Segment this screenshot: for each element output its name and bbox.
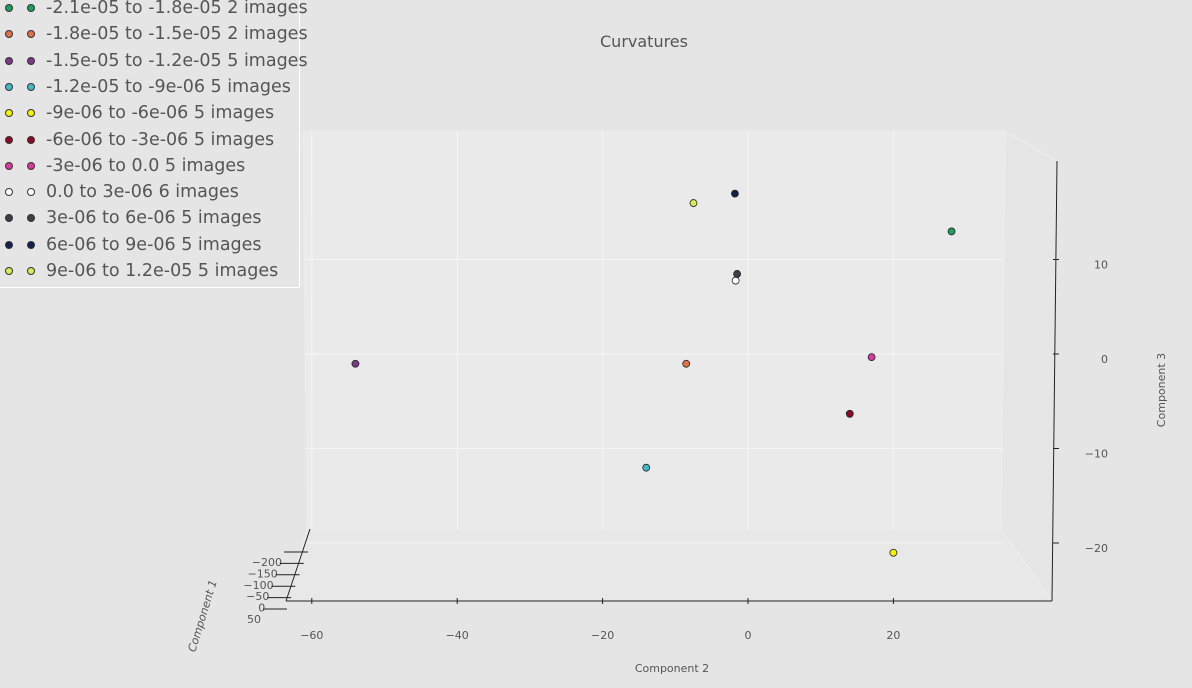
back-pane — [302, 130, 1006, 530]
chart-title: Curvatures — [600, 32, 688, 51]
legend-marker — [5, 214, 13, 223]
floor-pane — [285, 528, 1053, 602]
legend-marker — [27, 109, 35, 118]
legend-label: -1.5e-05 to -1.2e-05 5 images — [46, 50, 308, 71]
data-point — [733, 270, 741, 278]
y-tick-label: 0 — [745, 629, 752, 642]
y-axis-label: Component 2 — [635, 662, 709, 675]
legend-marker — [27, 56, 35, 65]
x-tick-label: −150 — [248, 567, 278, 580]
z-tick-label: −10 — [1085, 448, 1108, 461]
legend-marker — [5, 4, 13, 12]
legend-entry: -1.2e-05 to -9e-06 5 images — [0, 74, 299, 100]
x-tick-label: −100 — [243, 579, 273, 592]
y-tick-label: −20 — [591, 629, 614, 642]
y-tick-label: −60 — [300, 629, 323, 642]
legend-marker — [5, 109, 13, 118]
legend-entry: -3e-06 to 0.0 5 images — [0, 153, 299, 179]
legend-marker — [27, 240, 35, 249]
legend-entry: 9e-06 to 1.2e-05 5 images — [0, 258, 299, 284]
legend-marker — [5, 161, 13, 170]
legend-marker — [5, 188, 13, 197]
legend-entry: -1.5e-05 to -1.2e-05 5 images — [0, 48, 308, 74]
z-tick-label: −20 — [1085, 542, 1108, 555]
legend-marker — [27, 161, 35, 170]
legend-entry: 3e-06 to 6e-06 5 images — [0, 205, 299, 231]
legend-label: 0.0 to 3e-06 6 images — [46, 182, 239, 203]
legend-label: -1.2e-05 to -9e-06 5 images — [46, 76, 291, 97]
x-tick-label: 0 — [258, 602, 265, 615]
legend-marker — [5, 240, 13, 249]
y-tick-label: −40 — [446, 629, 469, 642]
z-tick-label: 10 — [1094, 259, 1108, 272]
legend-label: -6e-06 to -3e-06 5 images — [46, 129, 275, 150]
legend-marker — [5, 267, 13, 275]
z-tick-label: 0 — [1101, 353, 1108, 366]
legend-marker — [27, 4, 35, 12]
data-point — [642, 463, 651, 472]
legend: -2.1e-05 to -1.8e-05 2 images -1.8e-05 to… — [0, 0, 308, 288]
legend-marker — [5, 82, 13, 91]
legend-entry: -1.8e-05 to -1.5e-05 2 images — [0, 21, 308, 47]
legend-entry: -9e-06 to -6e-06 5 images — [0, 100, 299, 126]
z-axis-label: Component 3 — [1155, 353, 1168, 427]
legend-marker — [27, 82, 35, 91]
gridlines — [305, 131, 1003, 544]
legend-marker — [5, 30, 13, 39]
legend-label: 6e-06 to 9e-06 5 images — [46, 234, 262, 255]
legend-label: -3e-06 to 0.0 5 images — [46, 155, 246, 176]
data-point — [947, 227, 956, 236]
legend-label: 9e-06 to 1.2e-05 5 images — [46, 261, 279, 281]
data-point — [689, 199, 698, 207]
legend-marker — [27, 188, 35, 197]
data-point — [731, 276, 740, 285]
legend-marker — [27, 135, 35, 144]
legend-marker — [5, 56, 13, 65]
data-point — [845, 409, 854, 418]
data-point — [731, 189, 739, 198]
legend-entry: 6e-06 to 9e-06 5 images — [0, 232, 299, 258]
legend-marker — [27, 214, 35, 223]
legend-marker — [5, 135, 13, 144]
depth-axis-line — [285, 528, 311, 602]
legend-marker — [27, 30, 35, 39]
legend-label: 3e-06 to 6e-06 5 images — [46, 208, 262, 229]
y-tick-label: 20 — [886, 629, 900, 642]
data-point — [682, 359, 691, 368]
data-point — [889, 548, 898, 557]
legend-label: -2.1e-05 to -1.8e-05 2 images — [46, 0, 308, 18]
legend-label: -1.8e-05 to -1.5e-05 2 images — [46, 24, 308, 45]
data-points — [351, 189, 956, 557]
legend-marker — [27, 267, 35, 275]
legend-entry: 0.0 to 3e-06 6 images — [0, 179, 299, 205]
legend-entry: -6e-06 to -3e-06 5 images — [0, 127, 299, 153]
x-tick-label: −200 — [252, 556, 282, 569]
side-pane — [1000, 130, 1058, 603]
legend-entry: -2.1e-05 to -1.8e-05 2 images — [0, 0, 308, 21]
legend-label: -9e-06 to -6e-06 5 images — [46, 103, 275, 124]
data-point — [867, 353, 876, 362]
data-point — [351, 359, 360, 368]
x-tick-label: −50 — [246, 590, 269, 603]
z-axis-line — [1051, 160, 1058, 602]
x-tick-label: 50 — [247, 613, 261, 626]
